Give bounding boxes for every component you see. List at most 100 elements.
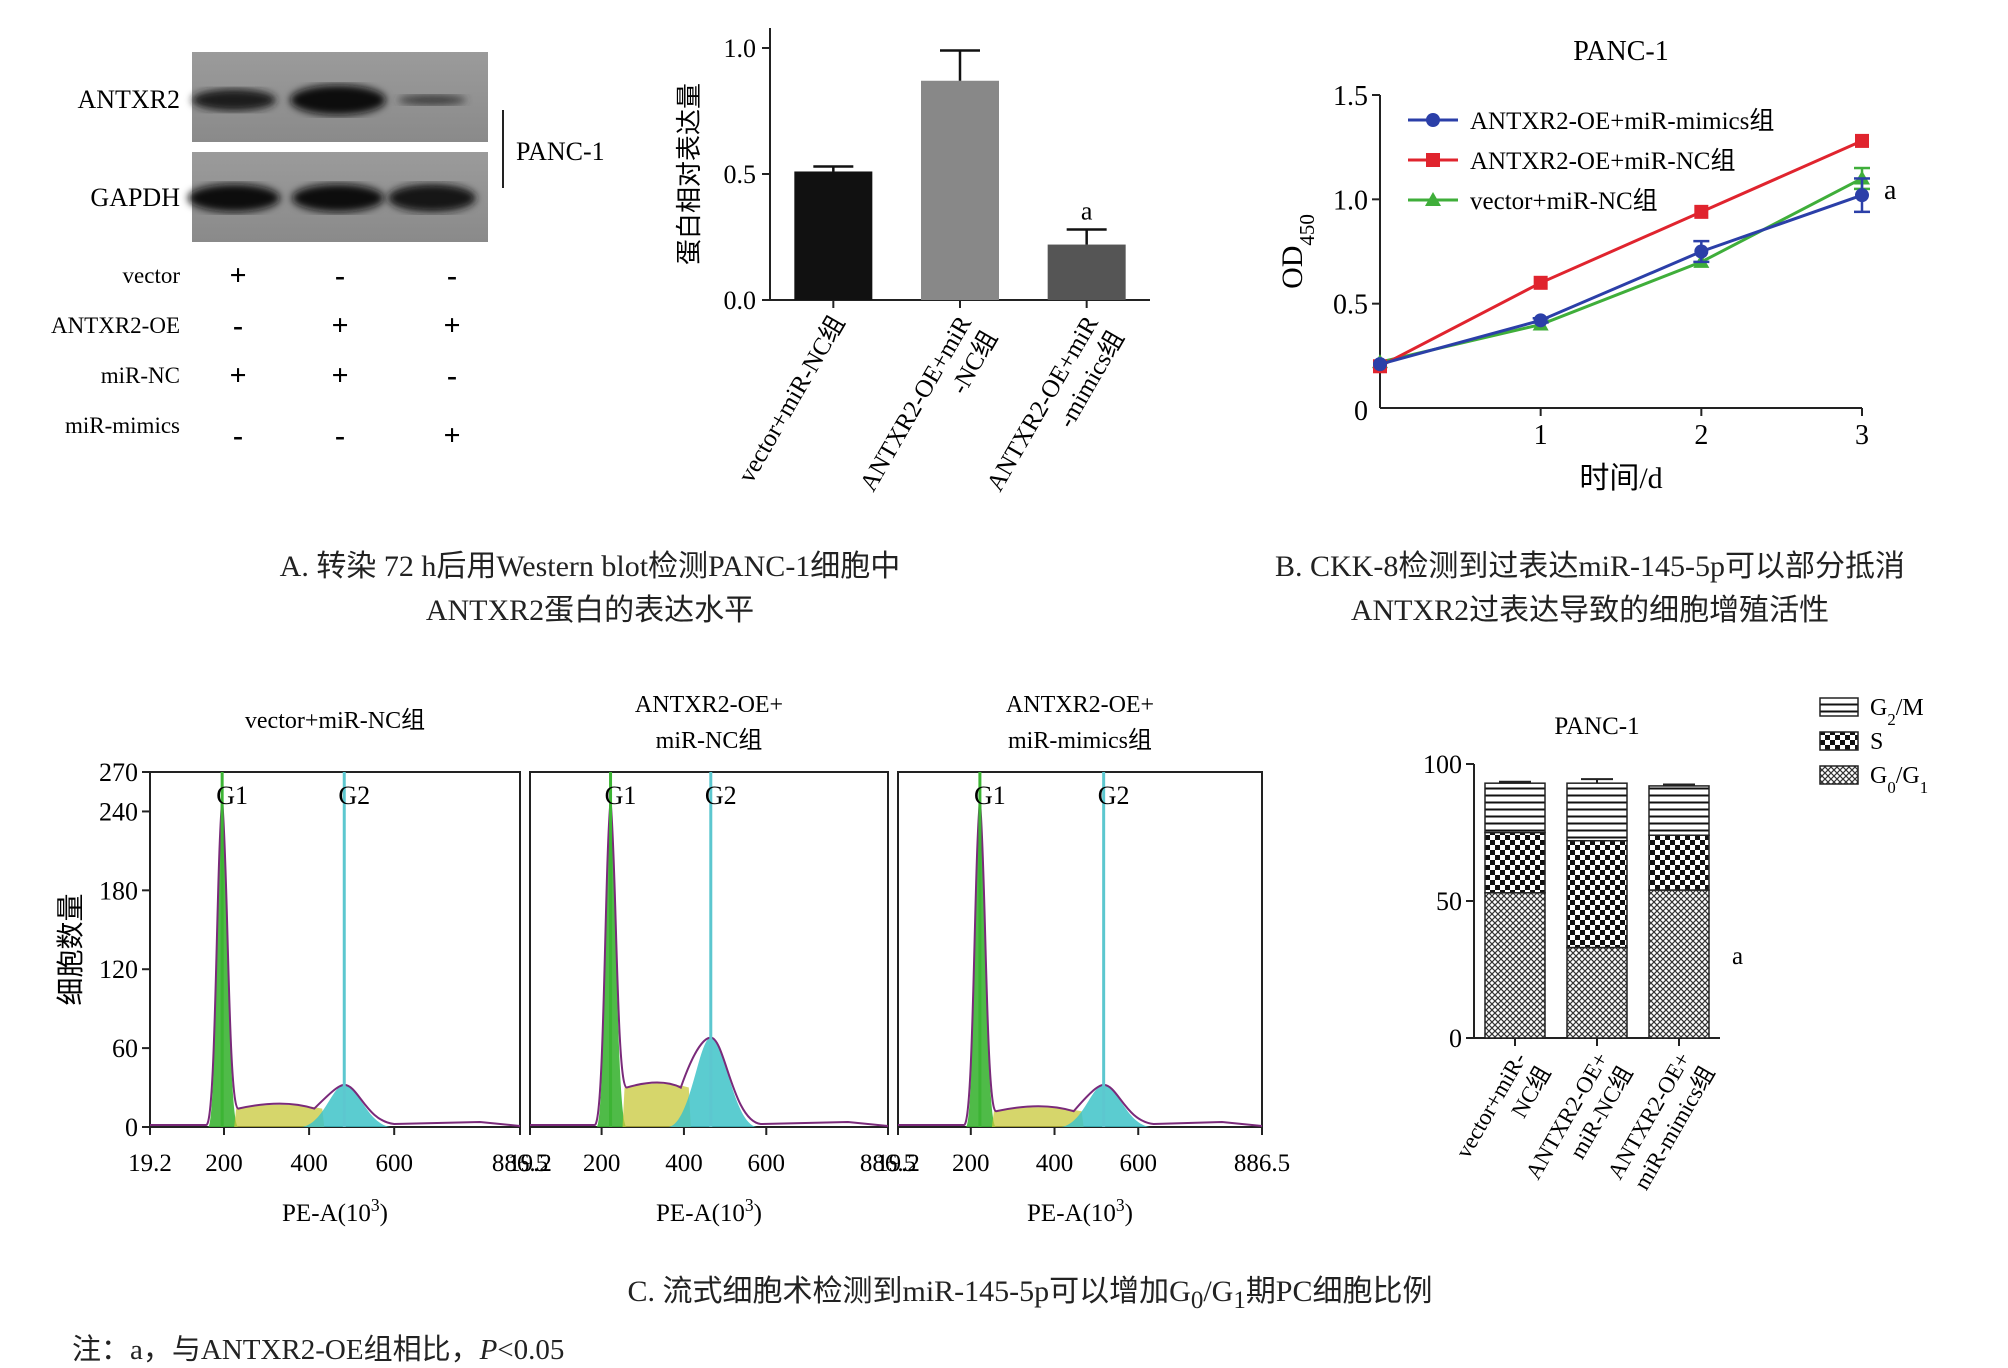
x-axis-label: 时间/d: [1579, 462, 1662, 495]
treatment-sign: -: [335, 259, 345, 292]
histogram-outline: [530, 800, 889, 1127]
data-point: [1533, 275, 1548, 290]
treatment-sign: +: [229, 259, 246, 292]
x-tick-label: 400: [290, 1150, 328, 1177]
y-tick-label: 0: [125, 1113, 138, 1142]
y-tick-label: 60: [112, 1034, 138, 1063]
x-tick-label: 200: [205, 1150, 243, 1177]
g2-peak-fill: [302, 1084, 391, 1127]
chart-title: PANC-1: [1554, 713, 1639, 740]
x-tick-label: vector+miR-NC组: [732, 311, 850, 488]
data-point: [1694, 244, 1709, 259]
series-line: [1379, 139, 1863, 368]
stacked-segment: [1566, 839, 1628, 949]
stacked-segment: [1566, 946, 1628, 1039]
treatment-sign: +: [331, 359, 348, 392]
caption-b-line1: B. CKK-8检测到过表达miR-145-5p可以部分抵消: [1275, 550, 1905, 583]
legend-label: ANTXR2-OE+miR-mimics组: [1470, 107, 1774, 135]
bar: [1047, 244, 1126, 300]
antxr2-band: [192, 89, 276, 111]
treatment-sign: +: [443, 309, 460, 342]
legend-swatch: [1819, 765, 1859, 785]
legend-label: ANTXR2-OE+miR-NC组: [1470, 147, 1735, 175]
x-tick-label: 600: [748, 1150, 786, 1177]
caption-a-line1: A. 转染 72 h后用Western blot检测PANC-1细胞中: [279, 550, 901, 583]
legend-label: vector+miR-NC组: [1470, 187, 1658, 215]
histogram-title: ANTXR2-OE+: [1006, 692, 1154, 718]
x-axis-label: PE-A(103): [1027, 1195, 1133, 1227]
ckk8-line-svg: PANC-1 0 0.5 1.0 1.5 1 2 3 时间/d OD450 a ANTXR2-OE+m…: [1276, 36, 1897, 495]
origin-label: 0: [1354, 396, 1368, 427]
g2-peak-fill: [668, 1037, 757, 1127]
y-tick-label: 50: [1436, 887, 1462, 916]
legend-label: G0/G1: [1870, 763, 1928, 797]
y-tick-label: 120: [99, 955, 138, 984]
caption-c: C. 流式细胞术检测到miR-145-5p可以增加G0/G1期PC细胞比例: [380, 1270, 1680, 1323]
caption-a-line2: ANTXR2蛋白的表达水平: [425, 594, 755, 627]
x-tick-label: 1: [1534, 420, 1548, 451]
x-axis-label: PE-A(103): [282, 1195, 388, 1227]
caption-b-line2: ANTXR2过表达导致的细胞增殖活性: [1350, 594, 1830, 627]
data-point: [1373, 357, 1387, 372]
x-tick-label: 2: [1694, 420, 1708, 451]
gapdh-band: [188, 184, 280, 212]
legend-marker: [1425, 192, 1441, 206]
y-tick-label: 0.5: [1333, 290, 1368, 321]
chart-title: PANC-1: [1573, 36, 1668, 67]
treatment-label: miR-mimics: [65, 413, 180, 438]
x-tick-label: 400: [665, 1150, 703, 1177]
treatment-label: vector: [123, 263, 181, 288]
treatment-label: ANTXR2-OE: [51, 313, 180, 338]
bar: [794, 171, 873, 300]
y-tick-label: 0.5: [724, 160, 757, 189]
y-axis-label: OD450: [1276, 214, 1319, 289]
histogram-outline: [898, 800, 1263, 1127]
s-phase-fill: [234, 1104, 325, 1127]
peak-label-g1: G1: [216, 781, 248, 810]
caption-c-text: C. 流式细胞术检测到miR-145-5p可以增加G0/G1期PC细胞比例: [627, 1275, 1433, 1314]
x-tick-label: 19.2: [508, 1150, 552, 1177]
stacked-segment: [1484, 782, 1546, 834]
ckk8-line-chart: PANC-1 0 0.5 1.0 1.5 1 2 3 时间/d OD450 a ANTXR2-OE+m…: [1240, 0, 2008, 500]
antxr2-band: [290, 85, 386, 115]
x-tick-label-group: vector+miR-NC组: [732, 311, 850, 488]
x-tick-label: 886.5: [860, 1150, 916, 1177]
s-phase-fill: [622, 1083, 691, 1127]
legend-marker: [1426, 153, 1440, 167]
flow-cytometry-panel: 细胞数量 270 240 180 120 60 0 vector+miR-NC组 G1 G2 19.…: [0, 680, 1320, 1240]
footnote-prefix: 注：a，与ANTXR2-OE组相比，: [72, 1334, 480, 1366]
data-point: [1855, 133, 1869, 148]
stacked-segment: [1566, 782, 1628, 842]
histogram-title: miR-mimics组: [1008, 727, 1152, 754]
data-point: [1533, 313, 1548, 328]
data-point: [1694, 204, 1709, 219]
treatment-sign: -: [447, 359, 457, 392]
gapdh-band: [388, 184, 476, 212]
bar: [921, 80, 999, 300]
legend-swatch: [1819, 731, 1859, 751]
legend-label: G2/M: [1870, 695, 1924, 729]
blot-label-gapdh: GAPDH: [90, 183, 180, 212]
histogram-title: miR-NC组: [656, 727, 763, 754]
treatment-table: vector ANTXR2-OE miR-NC miR-mimics + - -…: [51, 259, 461, 452]
stacked-segment: [1648, 785, 1710, 836]
x-tick-label: 200: [583, 1150, 621, 1177]
x-tick-label: 3: [1855, 420, 1869, 451]
treatment-sign: -: [233, 309, 243, 342]
peak-label-g1: G1: [605, 781, 637, 810]
y-tick-label: 270: [99, 758, 138, 787]
x-tick-label: 600: [1119, 1150, 1157, 1177]
western-blot-image: ANTXR2 GAPDH PANC-1 vector ANTXR2-OE miR…: [51, 52, 605, 452]
x-tick-label: 200: [952, 1150, 990, 1177]
legend-swatch: [1819, 697, 1859, 717]
stacked-segment: [1648, 834, 1710, 891]
peak-label-g2: G2: [338, 781, 370, 810]
y-tick-label: 1.0: [1333, 185, 1368, 216]
histogram-frame: [897, 771, 1263, 1128]
caption-b: B. CKK-8检测到过表达miR-145-5p可以部分抵消 ANTXR2过表达…: [1190, 545, 1990, 633]
flow-y-axis-label: 细胞数量: [55, 893, 87, 1005]
x-tick-label-group: ANTXR2-OE+miR-NC组: [855, 311, 1003, 496]
treatment-sign: +: [229, 359, 246, 392]
